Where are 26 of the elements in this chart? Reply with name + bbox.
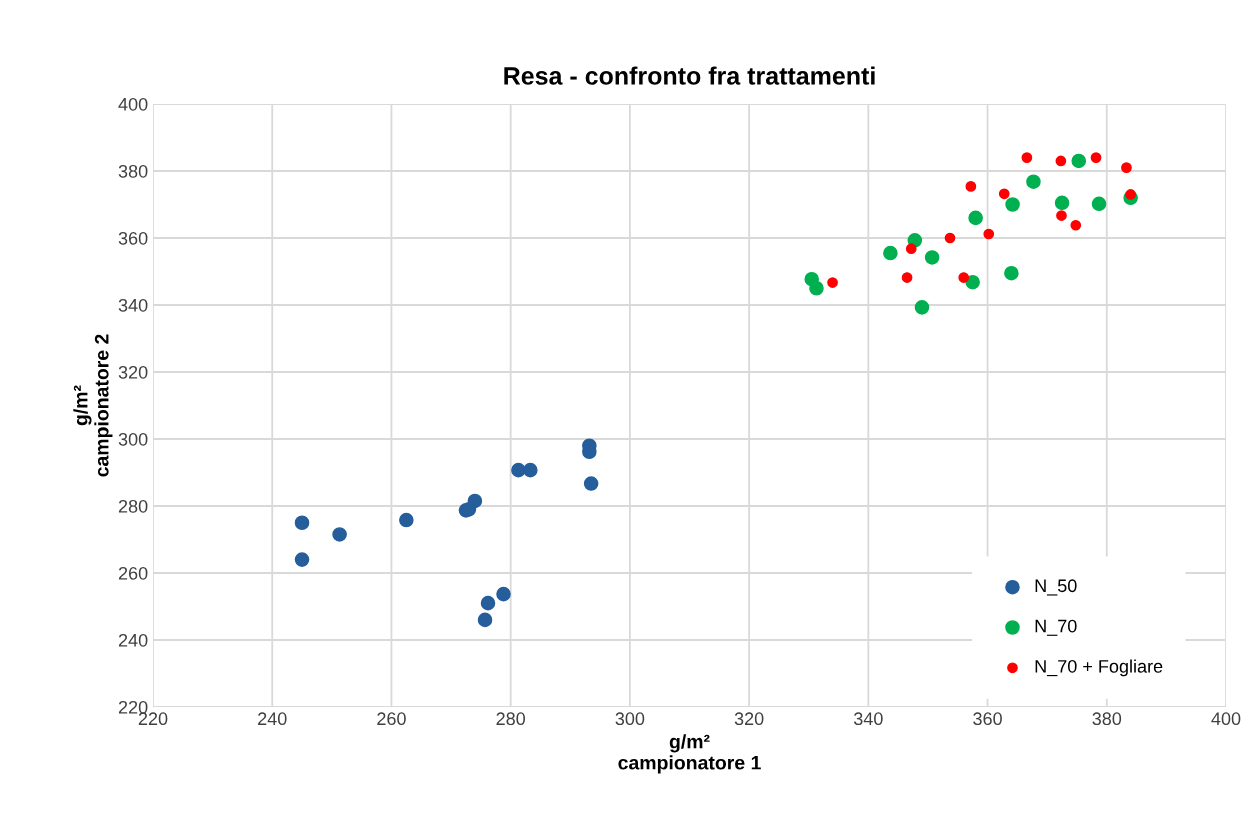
y-tick-label: 380 xyxy=(118,164,148,178)
x-tick-label: 240 xyxy=(258,712,287,726)
y-tick-label: 320 xyxy=(118,365,148,379)
y-tick-label: 280 xyxy=(118,499,148,513)
x-tick-label: 360 xyxy=(973,712,1002,726)
y-axis-title: g/m² campionatore 2 xyxy=(73,334,113,477)
x-axis-title: g/m² campionatore 1 xyxy=(618,734,761,774)
x-tick-label: 260 xyxy=(377,712,406,726)
y-tick-label: 300 xyxy=(118,432,148,446)
y-tick-label: 240 xyxy=(118,633,148,647)
y-tick-label: 260 xyxy=(118,566,148,580)
x-tick-label: 320 xyxy=(734,712,764,726)
y-tick-label: 400 xyxy=(118,97,148,111)
y-tick-label: 360 xyxy=(118,231,148,245)
x-tick-label: 220 xyxy=(138,712,168,726)
legend-label: N_50 xyxy=(1035,579,1077,596)
y-tick-label: 220 xyxy=(118,700,148,714)
chart-title: Resa - confronto fra trattamenti xyxy=(504,66,875,85)
y-tick-label: 340 xyxy=(118,298,148,312)
x-tick-label: 400 xyxy=(1211,712,1241,726)
x-tick-label: 340 xyxy=(853,712,883,726)
x-tick-label: 300 xyxy=(615,712,645,726)
x-tick-label: 380 xyxy=(1092,712,1122,726)
x-tick-label: 280 xyxy=(496,712,526,726)
legend-label: N_70 + Fogliare xyxy=(1035,659,1163,677)
legend-label: N_70 xyxy=(1035,619,1077,636)
